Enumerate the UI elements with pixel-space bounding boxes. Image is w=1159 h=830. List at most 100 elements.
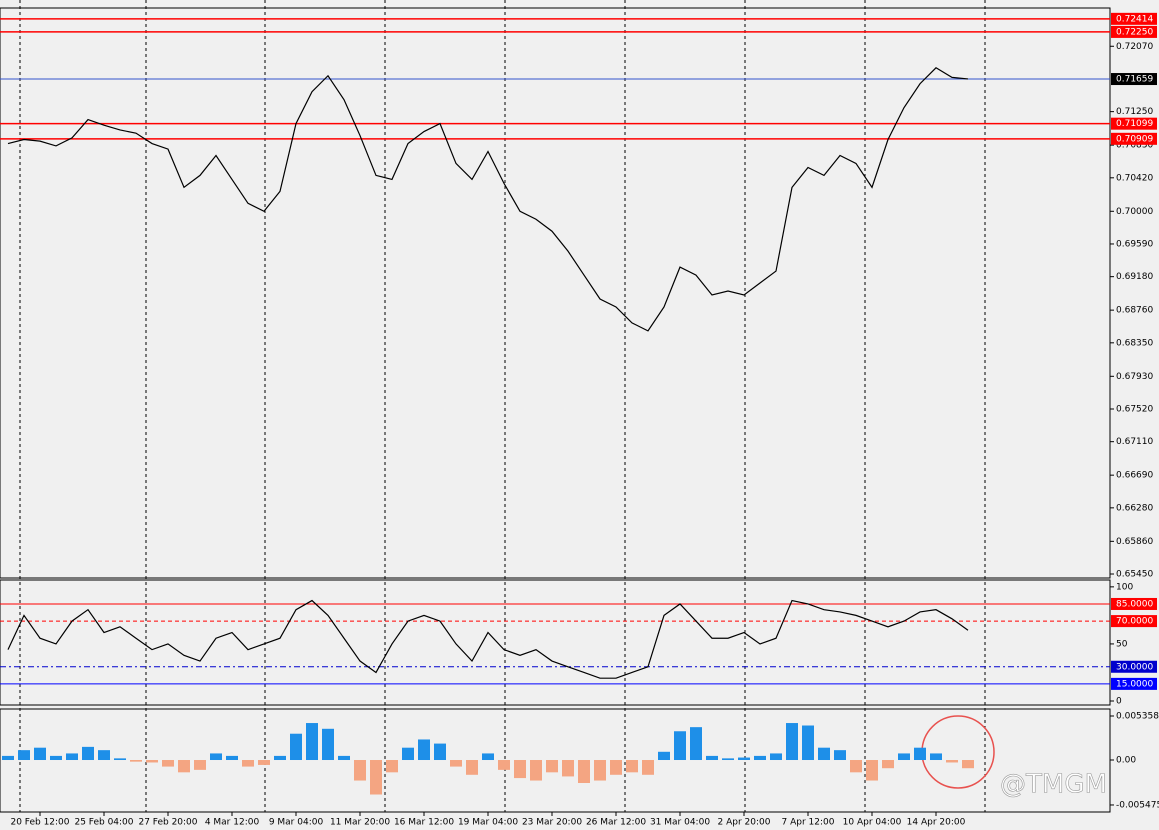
level-label-box (1111, 677, 1157, 690)
histogram-bar (738, 757, 750, 761)
level-label: 0.70909 (1116, 134, 1153, 144)
histogram-bar (18, 750, 30, 761)
histogram-bar (162, 760, 174, 767)
watermark: @TMGM (1000, 770, 1107, 800)
y-tick-label: 0.65450 (1116, 570, 1153, 580)
y-tick-label: 0 (1116, 697, 1122, 707)
histogram-bar (674, 731, 686, 761)
histogram-bar (834, 750, 846, 761)
level-label-box (1111, 660, 1157, 673)
x-tick-label: 23 Mar 20:00 (522, 818, 582, 828)
histogram-bar (210, 753, 222, 761)
price-panel (0, 7, 1111, 579)
level-label: 85.0000 (1116, 599, 1153, 609)
level-label: 15.0000 (1116, 679, 1153, 689)
series-line (7, 67, 969, 332)
histogram-bar (338, 755, 350, 761)
y-tick-label: 0.70830 (1116, 141, 1153, 151)
y-tick-label: 0.0053585 (1116, 711, 1159, 721)
histogram-bar (850, 760, 862, 773)
y-tick-label: 0.66280 (1116, 503, 1153, 513)
level-label: 70.0000 (1116, 617, 1153, 627)
histogram-bar (642, 760, 654, 775)
y-tick-label: 0.69180 (1116, 272, 1153, 282)
histogram-bar (914, 747, 926, 761)
histogram-bar (754, 755, 766, 761)
histogram-bar (418, 739, 430, 761)
histogram-bar (194, 760, 206, 770)
histogram-bar (530, 760, 542, 781)
y-tick-label: -0.005475 (1116, 800, 1159, 810)
histogram-bar (370, 760, 382, 795)
histogram-bar (898, 753, 910, 761)
x-tick-label: 19 Mar 04:00 (458, 818, 518, 828)
histogram-bar (626, 760, 638, 773)
histogram-bar (690, 727, 702, 761)
histogram-bar (34, 747, 46, 761)
histogram-bar (482, 753, 494, 761)
y-tick-label: 0.67930 (1116, 372, 1153, 382)
histogram-bar (306, 723, 318, 761)
x-tick-label: 2 Apr 20:00 (718, 818, 771, 828)
histogram-bar (498, 760, 510, 770)
level-label-box (1111, 132, 1157, 145)
level-label: 0.72414 (1116, 14, 1153, 24)
histogram-bar (450, 760, 462, 767)
level-label-box (1111, 12, 1157, 25)
histogram-bar (50, 755, 62, 761)
level-label: 30.0000 (1116, 662, 1153, 672)
histogram-bar (546, 760, 558, 773)
y-tick-label: 0.70420 (1116, 173, 1153, 183)
histogram-bar (434, 743, 446, 761)
histogram-bar (290, 733, 302, 761)
histogram-bar (386, 760, 398, 773)
x-tick-label: 25 Feb 04:00 (74, 818, 133, 828)
histogram-bar (466, 760, 478, 775)
histogram-bar (610, 760, 622, 775)
x-tick-label: 11 Mar 20:00 (330, 818, 390, 828)
y-tick-label: 0.66690 (1116, 471, 1153, 481)
y-tick-label: 0.68760 (1116, 306, 1153, 316)
histogram-bar (82, 746, 94, 761)
y-tick-label: 0.67110 (1116, 437, 1153, 447)
y-tick-label: 0.67520 (1116, 404, 1153, 414)
level-label-box (1111, 25, 1157, 38)
x-tick-label: 16 Mar 12:00 (394, 818, 454, 828)
level-label-box (1111, 117, 1157, 130)
histogram-bar (130, 760, 142, 762)
histogram-bar (226, 755, 238, 761)
histogram-bar (786, 723, 798, 761)
histogram-bar (882, 760, 894, 769)
y-tick-label: 0.65860 (1116, 537, 1153, 547)
x-tick-label: 9 Mar 04:00 (269, 818, 324, 828)
histogram-bar (802, 725, 814, 761)
x-tick-label: 27 Feb 20:00 (138, 818, 197, 828)
x-tick-label: 26 Mar 12:00 (586, 818, 646, 828)
histogram-bar (98, 750, 110, 761)
x-tick-label: 20 Feb 12:00 (10, 818, 69, 828)
y-tick-label: 0.68350 (1116, 338, 1153, 348)
histogram-bar (866, 760, 878, 781)
histogram-bar (514, 760, 526, 779)
x-tick-label: 7 Apr 12:00 (782, 818, 835, 828)
histogram-bar (946, 760, 958, 763)
x-tick-label: 14 Apr 20:00 (907, 818, 966, 828)
level-label: 0.71659 (1116, 75, 1153, 85)
histogram-bar (2, 755, 14, 761)
histogram-bar (930, 753, 942, 761)
level-label-box (1111, 615, 1157, 628)
histogram-bar (770, 753, 782, 761)
histogram-bar (722, 758, 734, 761)
histogram-bar (706, 755, 718, 761)
x-tick-label: 31 Mar 04:00 (650, 818, 710, 828)
level-label: 0.71099 (1116, 119, 1153, 129)
histogram-bar (178, 760, 190, 773)
histogram-bar (658, 751, 670, 761)
y-tick-label: 0.69590 (1116, 239, 1153, 249)
histogram-bar (818, 747, 830, 761)
level-label-box (1111, 73, 1157, 86)
level-label-box (1111, 597, 1157, 610)
histogram-bar (258, 760, 270, 765)
histogram-bar (354, 760, 366, 781)
